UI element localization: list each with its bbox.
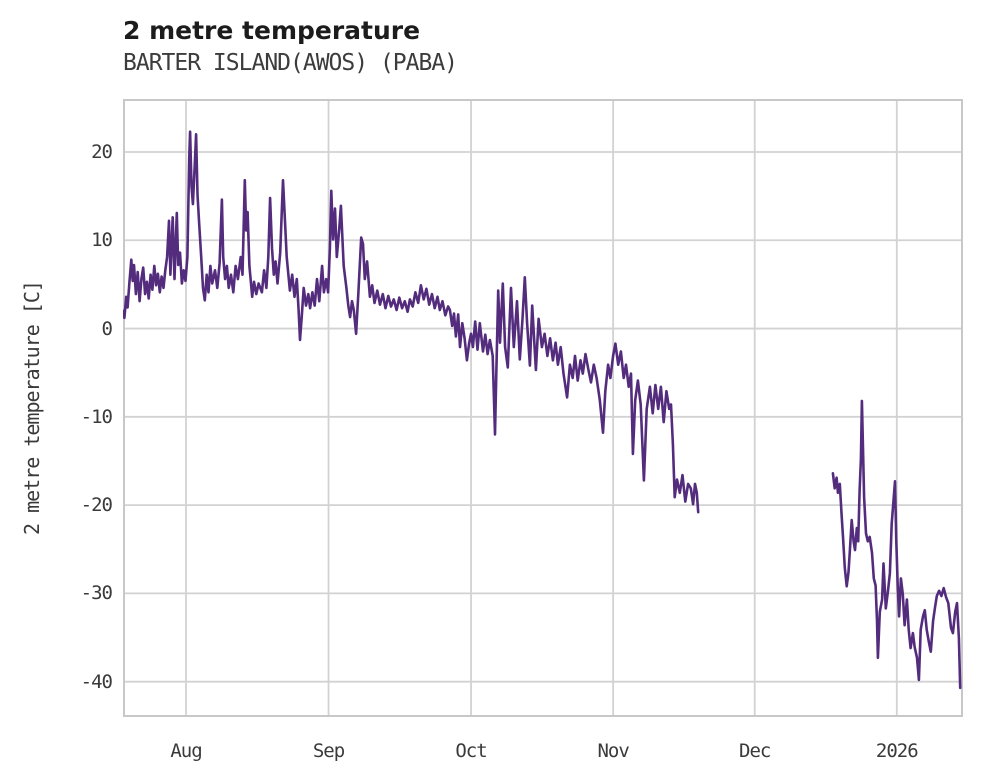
y-tick-label: -10 <box>80 405 113 428</box>
y-tick-label: -40 <box>80 670 113 693</box>
chart-subtitle: BARTER ISLAND(AWOS) (PABA) <box>123 50 458 76</box>
plot-area <box>123 99 963 717</box>
y-tick-label: -30 <box>80 582 113 605</box>
x-tick-label: Sep <box>312 740 345 762</box>
x-tick-label: Aug <box>170 740 202 762</box>
x-tick-label: Oct <box>455 740 487 762</box>
plot-border <box>123 99 963 717</box>
chart-title: 2 metre temperature <box>123 16 421 45</box>
y-tick-label: 10 <box>91 229 113 252</box>
y-tick-label: 0 <box>101 317 113 340</box>
x-tick-label: 2026 <box>875 740 919 762</box>
temperature-line <box>123 130 700 514</box>
x-tick-label: Nov <box>597 740 629 762</box>
temperature-line <box>831 399 962 690</box>
y-tick-label: -20 <box>80 494 113 517</box>
x-tick-label: Dec <box>739 740 771 762</box>
y-tick-label: 20 <box>91 140 113 163</box>
